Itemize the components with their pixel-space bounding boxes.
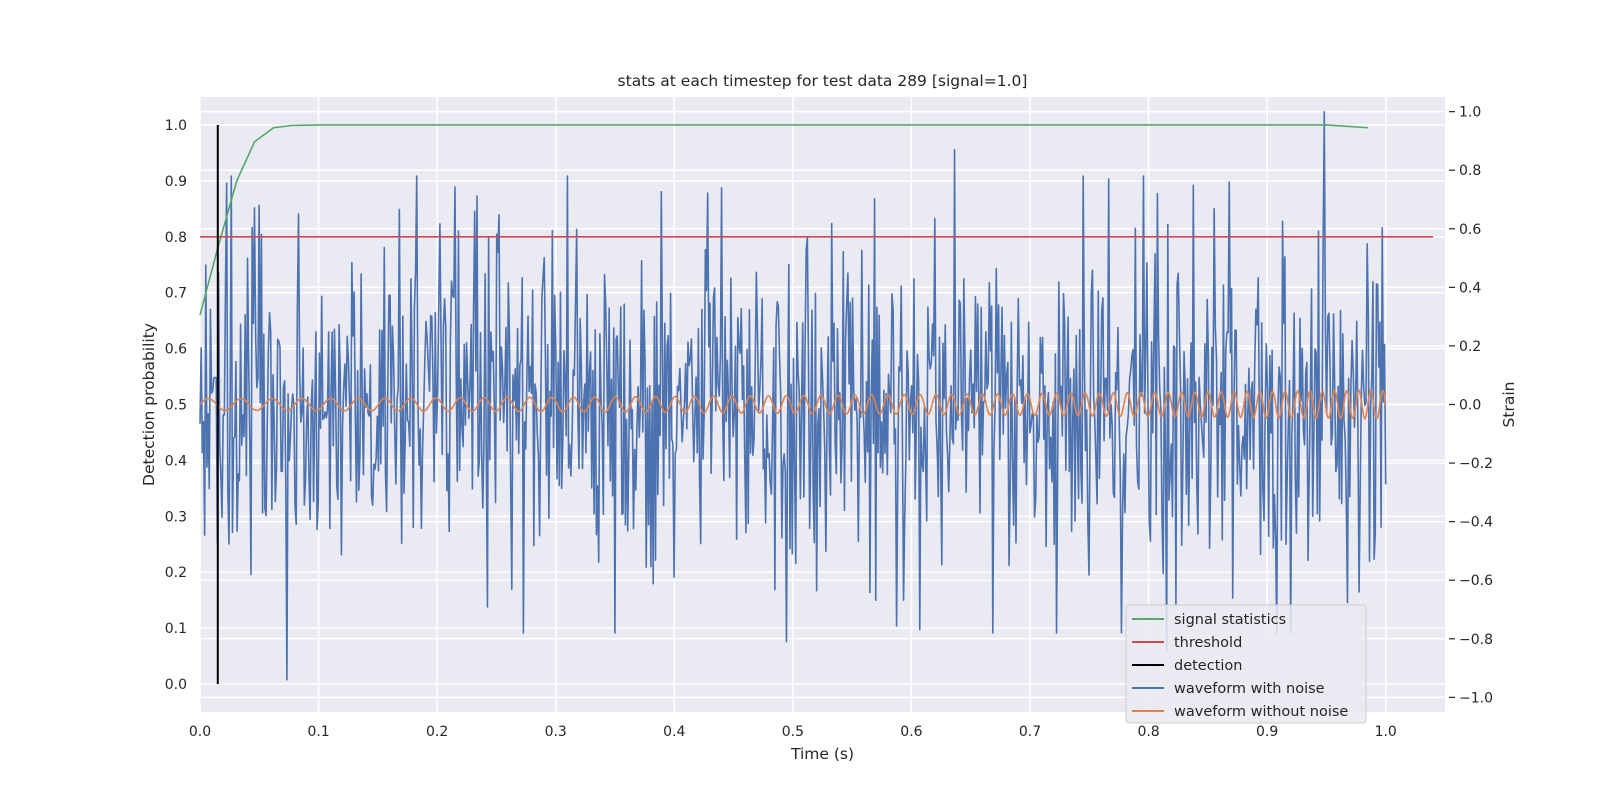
y-right-tick-label: 0.4 bbox=[1459, 280, 1481, 296]
x-tick-label: 0.8 bbox=[1137, 724, 1159, 740]
series-layer bbox=[199, 110, 1434, 685]
y-right-tick-label: 0.2 bbox=[1459, 339, 1481, 355]
y-right-tick-label: 0.6 bbox=[1459, 222, 1481, 238]
y-axis-left-label: Detection probability bbox=[140, 323, 158, 486]
y-left-tick-label: 0.9 bbox=[165, 174, 187, 190]
x-tick-label: 0.1 bbox=[307, 724, 329, 740]
y-right-tick-label: −0.4 bbox=[1459, 515, 1493, 531]
legend-label-threshold: threshold bbox=[1174, 635, 1242, 651]
chart-title: stats at each timestep for test data 289… bbox=[618, 72, 1028, 90]
series-line-waveform-with-noise bbox=[199, 110, 1387, 681]
y-left-tick-label: 0.4 bbox=[165, 453, 187, 469]
y-left-tick-label: 0.7 bbox=[165, 286, 187, 302]
x-tick-label: 1.0 bbox=[1375, 724, 1397, 740]
ticks: 0.0 0.1 0.2 0.3 0.4 0.5 0.6 0.7 0.8 0.9 1.0 0.0 0.1 0… bbox=[165, 105, 1493, 740]
legend-box bbox=[1125, 604, 1367, 724]
y-left-tick-label: 1.0 bbox=[165, 118, 187, 134]
x-tick-label: 0.9 bbox=[1256, 724, 1278, 740]
y-left-tick-label: 0.6 bbox=[165, 342, 187, 358]
y-left-tick-label: 0.5 bbox=[165, 398, 187, 414]
y-left-tick-label: 0.1 bbox=[165, 621, 187, 637]
legend-label-waveform-with-noise: waveform with noise bbox=[1174, 681, 1325, 697]
x-tick-label: 0.6 bbox=[900, 724, 922, 740]
x-tick-label: 0.2 bbox=[426, 724, 448, 740]
y-right-tick-label: −0.2 bbox=[1459, 456, 1493, 472]
y-right-tick-label: 1.0 bbox=[1459, 105, 1481, 121]
y-right-tick-label: 0.0 bbox=[1459, 398, 1481, 414]
x-tick-label: 0.4 bbox=[663, 724, 685, 740]
y-right-tick-label: −0.8 bbox=[1459, 632, 1493, 648]
x-tick-label: 0.5 bbox=[782, 724, 804, 740]
y-right-tick-label: −0.6 bbox=[1459, 573, 1493, 589]
y-left-tick-label: 0.3 bbox=[165, 509, 187, 525]
x-tick-label: 0.3 bbox=[545, 724, 567, 740]
legend: signal statistics threshold detection wavef… bbox=[1125, 604, 1367, 724]
y-left-tick-label: 0.8 bbox=[165, 230, 187, 246]
x-axis-label: Time (s) bbox=[790, 745, 854, 763]
x-tick-label: 0.7 bbox=[1019, 724, 1041, 740]
x-tick-label: 0.0 bbox=[189, 724, 211, 740]
legend-label-detection: detection bbox=[1174, 658, 1242, 674]
y-right-tick-label: 0.8 bbox=[1459, 163, 1481, 179]
series-line-waveform-without-noise bbox=[199, 389, 1387, 420]
y-axis-right-label: Strain bbox=[1500, 382, 1518, 428]
y-left-tick-label: 0.2 bbox=[165, 565, 187, 581]
legend-label-signal-statistics: signal statistics bbox=[1174, 612, 1286, 628]
series-line-signal-statistics bbox=[199, 124, 1368, 316]
y-left-tick-label: 0.0 bbox=[165, 677, 187, 693]
y-right-tick-label: −1.0 bbox=[1459, 690, 1493, 706]
legend-label-waveform-without-noise: waveform without noise bbox=[1174, 704, 1348, 720]
